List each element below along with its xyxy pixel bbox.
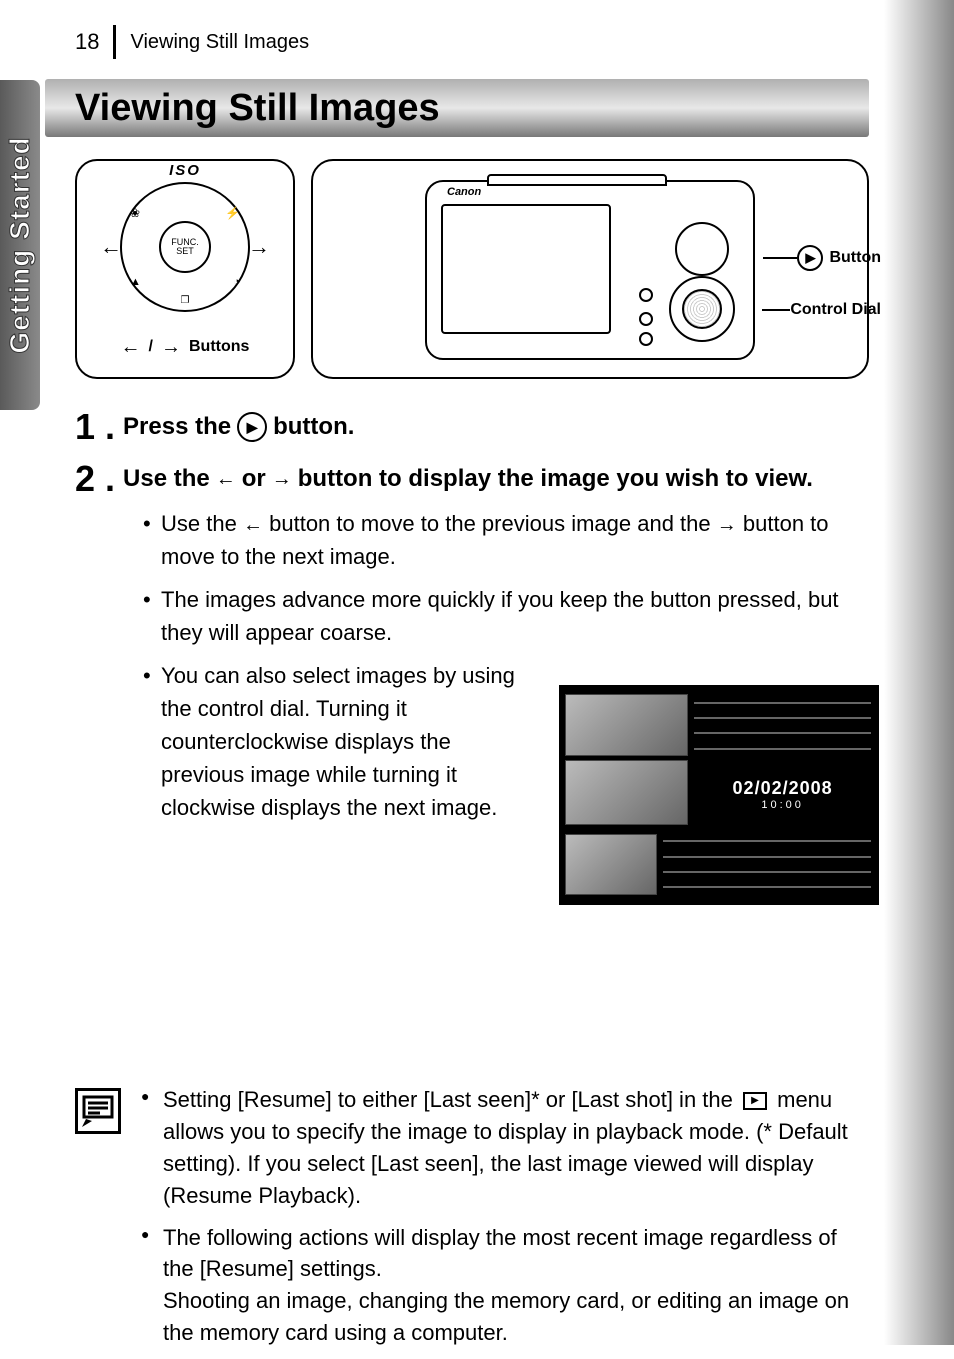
timer-icon: ◔ xyxy=(233,276,240,288)
arrow-left-icon: ← xyxy=(121,336,141,359)
header-divider xyxy=(113,25,116,59)
func-set-label: FUNC. SET xyxy=(171,238,199,256)
flash-icon: ⚡ xyxy=(225,206,240,220)
buttons-caption: ← / → Buttons xyxy=(121,336,250,359)
func-set-button: FUNC. SET xyxy=(159,221,211,273)
preview-row-2: 02/02/2008 10:00 xyxy=(565,760,873,829)
step1-post: button. xyxy=(273,409,354,445)
dial-callout-label: Control Dial xyxy=(790,301,881,319)
note-2: The following actions will display the m… xyxy=(141,1222,869,1350)
time-text: 10:00 xyxy=(761,799,804,811)
step-number: 1 xyxy=(75,409,95,445)
nav-cluster: ← FUNC. SET → ❀ ⚡ ▲ ❐ ◔ xyxy=(120,182,250,312)
preview-row-3 xyxy=(565,830,873,899)
button-callout-label: Button xyxy=(829,249,881,267)
arrow-left-icon: ← xyxy=(216,464,236,494)
camera-screen xyxy=(441,204,611,334)
step1-pre: Press the xyxy=(123,409,231,445)
info-lines xyxy=(661,830,873,899)
small-button-2 xyxy=(639,312,653,326)
lead-line xyxy=(762,309,790,311)
b1a: Use the xyxy=(161,511,237,536)
control-dial-inner xyxy=(682,289,722,329)
side-tab: Getting Started xyxy=(0,80,40,410)
dial-callout: Control Dial xyxy=(790,301,881,319)
dial-callout-wrap: Control Dial xyxy=(762,301,881,319)
step-dot: . xyxy=(105,409,115,445)
s2-a: Use the xyxy=(123,461,210,497)
play-glyph: ▶ xyxy=(247,417,258,438)
preview-row-1 xyxy=(565,691,873,760)
side-tab-label: Getting Started xyxy=(4,136,36,353)
camera-top-plate xyxy=(487,174,667,186)
note-block: Setting [Resume] to either [Last seen]* … xyxy=(75,1084,869,1359)
step-title: Use the ← or → button to display the ima… xyxy=(123,461,869,497)
header-crumb: Viewing Still Images xyxy=(130,31,309,54)
brand-label: Canon xyxy=(447,186,481,198)
buttons-label: Buttons xyxy=(189,338,249,356)
b3-text: You can also select images by using the … xyxy=(161,659,519,824)
info-lines xyxy=(692,691,873,760)
arrow-right-icon: → xyxy=(248,234,270,260)
slash: / xyxy=(149,338,153,356)
n1a: Setting [Resume] to either [Last seen]* … xyxy=(163,1087,733,1112)
diagram-nav-box: ISO ← FUNC. SET → ❀ ⚡ ▲ ❐ ◔ ← / xyxy=(75,159,295,379)
bullet-1: Use the ← button to move to the previous… xyxy=(143,507,869,573)
play-glyph: ▶ xyxy=(751,1094,759,1109)
page-right-gradient xyxy=(884,0,954,1345)
lead-line xyxy=(763,257,797,259)
playback-icon: ▶ xyxy=(237,412,267,442)
diagram-row: ISO ← FUNC. SET → ❀ ⚡ ▲ ❐ ◔ ← / xyxy=(75,159,869,379)
bullet-2: The images advance more quickly if you k… xyxy=(143,583,869,649)
date-text: 02/02/2008 xyxy=(733,778,833,799)
playback-menu-icon: ▶ xyxy=(743,1092,767,1110)
arrow-right-icon: → xyxy=(717,514,737,536)
mode-dial xyxy=(675,222,729,276)
thumbnail-image xyxy=(565,694,688,756)
mf-icon: ▲ xyxy=(130,276,141,288)
diagram-camera-box: Canon ▶ Button C xyxy=(311,159,869,379)
small-button-1 xyxy=(639,288,653,302)
arrow-left-icon: ← xyxy=(100,234,122,260)
note-body: Setting [Resume] to either [Last seen]* … xyxy=(141,1084,869,1359)
thumbnail-image xyxy=(565,760,688,825)
page-title: Viewing Still Images xyxy=(75,87,440,130)
playback-preview-panel: 02/02/2008 10:00 xyxy=(559,685,879,905)
playback-icon: ▶ xyxy=(797,245,823,271)
arrow-right-icon: → xyxy=(161,336,181,359)
arrow-left-icon: ← xyxy=(243,514,263,536)
thumb-spacer xyxy=(539,659,869,660)
arrow-right-icon: → xyxy=(272,464,292,494)
page-content: 18 Viewing Still Images Viewing Still Im… xyxy=(75,25,869,1359)
s2-c: button to display the image you wish to … xyxy=(298,461,813,497)
page-header: 18 Viewing Still Images xyxy=(75,25,869,59)
macro-icon: ❀ xyxy=(130,206,140,220)
s2-b: or xyxy=(242,461,266,497)
step-body: Press the ▶ button. xyxy=(123,409,869,445)
button-callout-wrap: ▶ Button xyxy=(763,245,881,271)
step-number: 2 xyxy=(75,461,95,834)
title-banner: Viewing Still Images xyxy=(45,79,869,137)
small-button-3 xyxy=(639,332,653,346)
play-glyph: ▶ xyxy=(805,250,815,266)
camera-illustration: Canon xyxy=(425,180,755,360)
step-dot: . xyxy=(105,461,115,834)
button-callout: ▶ Button xyxy=(797,245,881,271)
iso-label: ISO xyxy=(169,162,201,179)
preview-date: 02/02/2008 10:00 xyxy=(692,760,873,829)
page-number: 18 xyxy=(75,29,99,55)
drive-icon: ❐ xyxy=(181,295,190,306)
control-dial xyxy=(669,276,735,342)
thumbnail-image xyxy=(565,834,657,895)
b1b: button to move to the previous image and… xyxy=(269,511,711,536)
note-icon xyxy=(75,1088,121,1134)
step-1: 1 . Press the ▶ button. xyxy=(75,409,869,445)
note-1: Setting [Resume] to either [Last seen]* … xyxy=(141,1084,869,1212)
step-title: Press the ▶ button. xyxy=(123,409,869,445)
